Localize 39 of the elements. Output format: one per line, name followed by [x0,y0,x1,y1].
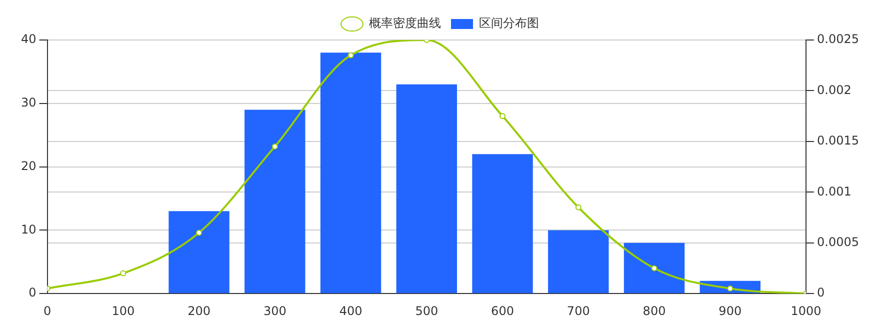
bar [244,110,306,294]
x-tick-label: 0 [43,304,52,318]
point [500,113,506,120]
x-tick-label: 200 [188,304,210,318]
point [120,270,126,276]
x-tick-label: 1000 [790,304,822,318]
x-tick-label: 900 [718,304,742,318]
bar [548,230,609,294]
bar [320,52,382,294]
point [651,265,658,272]
bar [624,242,685,294]
bar [396,84,457,294]
point [272,144,278,150]
y2-tick-label: 0.002 [817,82,852,97]
x-tick-label: 500 [415,304,438,318]
y2-tick-label: 0.0015 [817,134,860,148]
point [196,230,202,236]
x-tick-label: 700 [566,304,590,318]
y2-tick-label: 0.0025 [817,32,860,46]
bar [168,211,230,294]
x-tick-label: 800 [642,304,666,318]
y-tick-label: 20 [20,158,36,173]
point [348,52,354,58]
y-tick-label: 0 [28,286,36,300]
y-tick-label: 10 [20,222,36,236]
y2-tick-label: 0.001 [817,184,852,198]
y-tick-label: 40 [20,32,36,46]
point [575,204,582,210]
legend-label: 概率密度曲线 [369,16,441,30]
point [727,286,734,292]
x-tick-label: 400 [339,304,362,318]
x-tick-label: 300 [263,304,286,318]
legend-label: 区间分布图 [479,16,539,30]
x-tick-label: 600 [491,304,514,318]
bar [472,154,533,294]
y2-tick-label: 0 [817,286,825,300]
y2-tick-label: 0.0005 [817,235,860,250]
x-tick-label: 100 [112,304,135,318]
y-tick-label: 30 [20,96,36,110]
